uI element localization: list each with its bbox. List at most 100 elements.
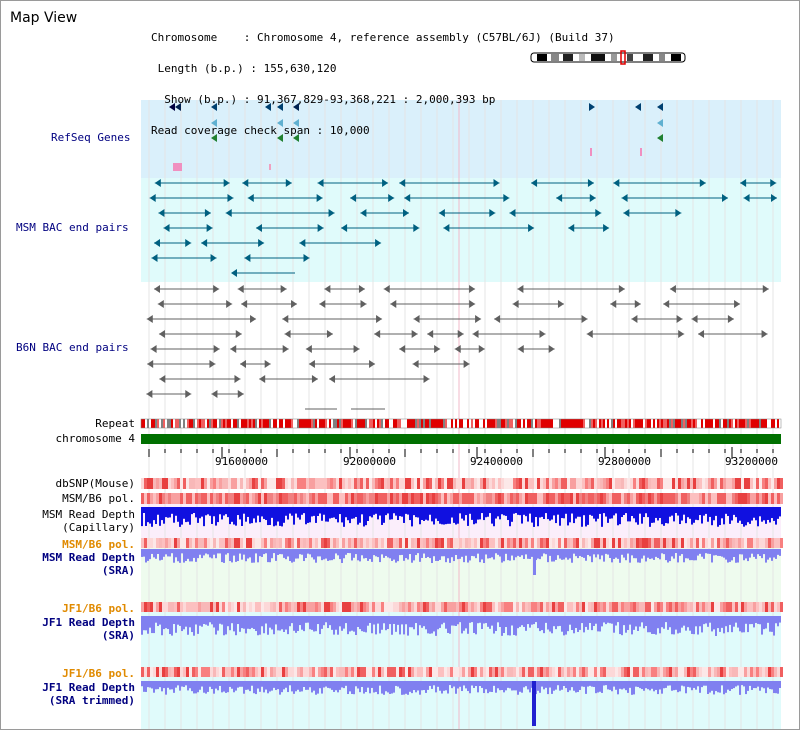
depth-bar [643, 549, 645, 556]
depth-bar [765, 681, 767, 694]
depth-bar [663, 616, 665, 629]
depth-bar [201, 681, 203, 687]
repeat-segment [169, 419, 171, 428]
depth-bar [745, 549, 747, 559]
depth-bar [357, 549, 359, 561]
heat-cell [669, 493, 672, 504]
depth-bar [175, 616, 177, 633]
track-label-msm-bac[interactable]: MSM BAC end pairs [16, 221, 129, 234]
heat-cell [402, 602, 405, 612]
depth-bar [399, 681, 401, 689]
heat-cell [597, 602, 600, 612]
depth-bar [617, 616, 619, 623]
depth-bar [529, 681, 531, 693]
depth-bar [569, 616, 571, 625]
depth-bar [761, 616, 763, 635]
depth-bar [247, 681, 249, 690]
b6n-bac-pair-end [358, 285, 365, 293]
heat-cell [204, 602, 207, 612]
heat-cell [417, 602, 420, 612]
heat-cell [213, 478, 216, 489]
heat-cell [480, 667, 483, 677]
repeat-segment [257, 419, 259, 428]
depth-bar [633, 507, 635, 519]
depth-bar [705, 681, 707, 686]
depth-bar [227, 549, 229, 554]
heat-cell [339, 493, 342, 504]
depth-bar [475, 507, 477, 524]
depth-bar [619, 681, 621, 689]
depth-bar [409, 507, 411, 521]
depth-bar [407, 507, 409, 515]
heat-cell [363, 667, 366, 677]
depth-bar [323, 507, 325, 515]
depth-bar [661, 549, 663, 554]
depth-bar [143, 507, 145, 514]
depth-bar [229, 507, 231, 525]
heat-cell [327, 478, 330, 489]
heat-cell [342, 478, 345, 489]
depth-bar [707, 549, 709, 554]
heat-cell [435, 667, 438, 677]
heat-cell [564, 478, 567, 489]
heat-cell [714, 602, 717, 612]
heat-cell [552, 493, 555, 504]
repeat-segment [669, 419, 671, 428]
heat-cell [570, 478, 573, 489]
depth-bar [753, 681, 755, 689]
depth-bar [433, 507, 435, 525]
depth-bar [455, 616, 457, 627]
heat-cell [681, 493, 684, 504]
depth-bar [251, 681, 253, 686]
heat-cell [750, 493, 753, 504]
depth-bar [425, 507, 427, 520]
heat-cell [405, 478, 408, 489]
depth-bar [187, 507, 189, 522]
depth-bar [303, 507, 305, 514]
heat-cell [486, 478, 489, 489]
b6n-bac-pair-end [264, 360, 271, 368]
coverage-key: Read coverage check span [151, 124, 310, 137]
depth-bar [323, 681, 325, 688]
heat-cell [600, 493, 603, 504]
depth-bar [573, 616, 575, 634]
depth-bar [569, 549, 571, 559]
repeat-segment [229, 419, 231, 428]
depth-bar [481, 507, 483, 514]
depth-bar [401, 549, 403, 555]
depth-bar [477, 549, 479, 554]
depth-bar [313, 681, 315, 691]
depth-bar [767, 681, 769, 688]
depth-bar [167, 549, 169, 557]
heat-cell [654, 478, 657, 489]
depth-bar [447, 507, 449, 524]
heat-cell [705, 667, 708, 677]
track-label-refseq[interactable]: RefSeq Genes [51, 131, 131, 144]
heat-cell [672, 667, 675, 677]
depth-bar [663, 507, 665, 526]
heat-cell [753, 667, 756, 677]
depth-bar [337, 616, 339, 635]
heat-cell [324, 538, 327, 548]
heat-cell [711, 602, 714, 612]
heat-cell [276, 493, 279, 504]
repeat-segment [575, 419, 577, 428]
track-label-b6n-bac[interactable]: B6N BAC end pairs [16, 341, 129, 354]
heat-cell [441, 478, 444, 489]
b6n-bac-pair-end [472, 330, 479, 338]
depth-bar [553, 616, 555, 627]
depth-bar [771, 681, 773, 690]
heat-cell [621, 667, 624, 677]
depth-bar [223, 549, 225, 563]
depth-bar [367, 681, 369, 688]
depth-bar [697, 549, 699, 556]
repeat-segment [223, 419, 225, 428]
depth-bar [291, 549, 293, 563]
track-label-msm-b6-pol: MSM/B6 pol. [62, 492, 135, 505]
depth-bar [283, 681, 285, 690]
depth-bar [405, 616, 407, 625]
depth-bar [623, 616, 625, 626]
heat-cell [663, 493, 666, 504]
heat-cell [606, 478, 609, 489]
